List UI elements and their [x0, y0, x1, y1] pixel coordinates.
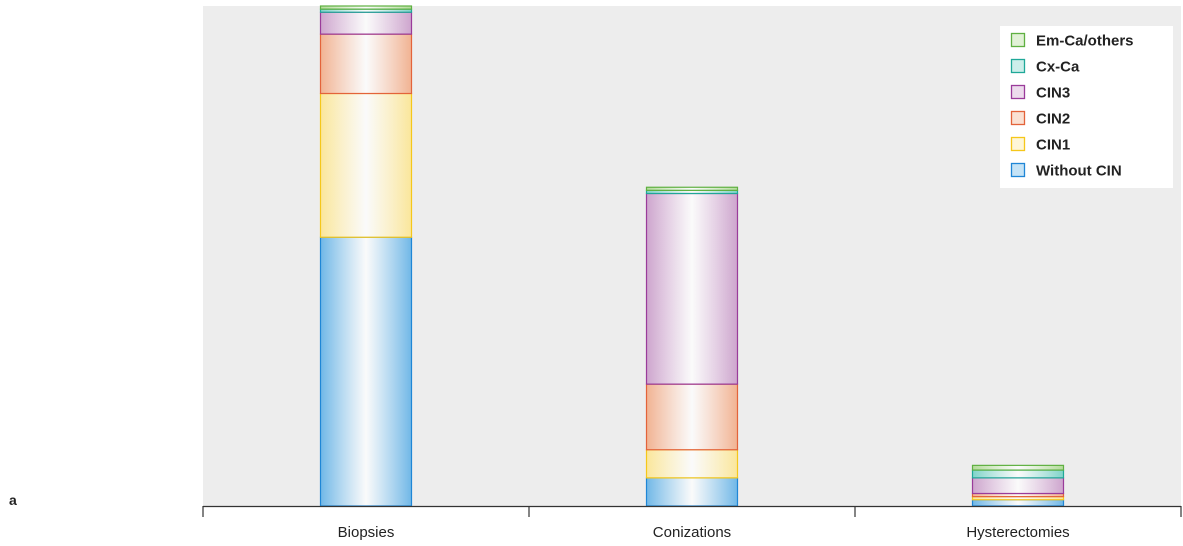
legend-swatch-without-cin — [1010, 162, 1026, 178]
x-tick-label-conizations: Conizations — [653, 524, 731, 541]
x-tick-label-hysterectomies: Hysterectomies — [966, 524, 1069, 541]
legend-label-cx-ca: Cx-Ca — [1036, 59, 1080, 76]
legend-swatch-em-ca-others — [1010, 32, 1026, 48]
bar-segment-biopsies-without-cin — [319, 236, 413, 507]
bar-segment-conizations-cin3 — [645, 192, 739, 385]
legend-box — [1000, 26, 1173, 188]
bars-group — [319, 5, 1065, 507]
legend-swatch-cin1 — [1010, 136, 1026, 152]
legend-label-em-ca-others: Em-Ca/others — [1036, 33, 1134, 50]
bar-segment-biopsies-cin3 — [319, 11, 413, 35]
bar-stack-biopsies — [319, 5, 413, 507]
legend-label-cin3: CIN3 — [1036, 85, 1070, 102]
x-axis: Biopsies Conizations Hysterectomies — [202, 505, 1182, 541]
bar-segment-conizations-em-ca-others — [645, 186, 739, 191]
legend-swatch-cin2 — [1010, 110, 1026, 126]
bar-segment-biopsies-em-ca-others — [319, 5, 413, 10]
bar-segment-conizations-cin1 — [645, 449, 739, 479]
bar-segment-hysterectomies-cin3 — [971, 477, 1065, 495]
x-tick-label-biopsies: Biopsies — [338, 524, 395, 541]
legend: Em-Ca/others Cx-Ca CIN3 CIN2 CIN1 Without CIN — [1000, 26, 1173, 188]
bar-segment-hysterectomies-without-cin — [971, 499, 1065, 507]
panel-label: a — [9, 492, 17, 508]
bar-stack-hysterectomies — [971, 464, 1065, 507]
bar-segment-conizations-without-cin — [645, 477, 739, 507]
bar-segment-hysterectomies-cx-ca — [971, 469, 1065, 479]
legend-label-cin2: CIN2 — [1036, 111, 1070, 128]
bar-segment-hysterectomies-em-ca-others — [971, 464, 1065, 471]
bar-segment-biopsies-cin2 — [319, 33, 413, 95]
legend-label-cin1: CIN1 — [1036, 137, 1070, 154]
bar-segment-biopsies-cin1 — [319, 92, 413, 238]
legend-swatch-cx-ca — [1010, 58, 1026, 74]
legend-swatch-cin3 — [1010, 84, 1026, 100]
bar-stack-conizations — [645, 186, 739, 507]
bar-segment-conizations-cin2 — [645, 383, 739, 451]
legend-label-without-cin: Without CIN — [1036, 163, 1122, 180]
